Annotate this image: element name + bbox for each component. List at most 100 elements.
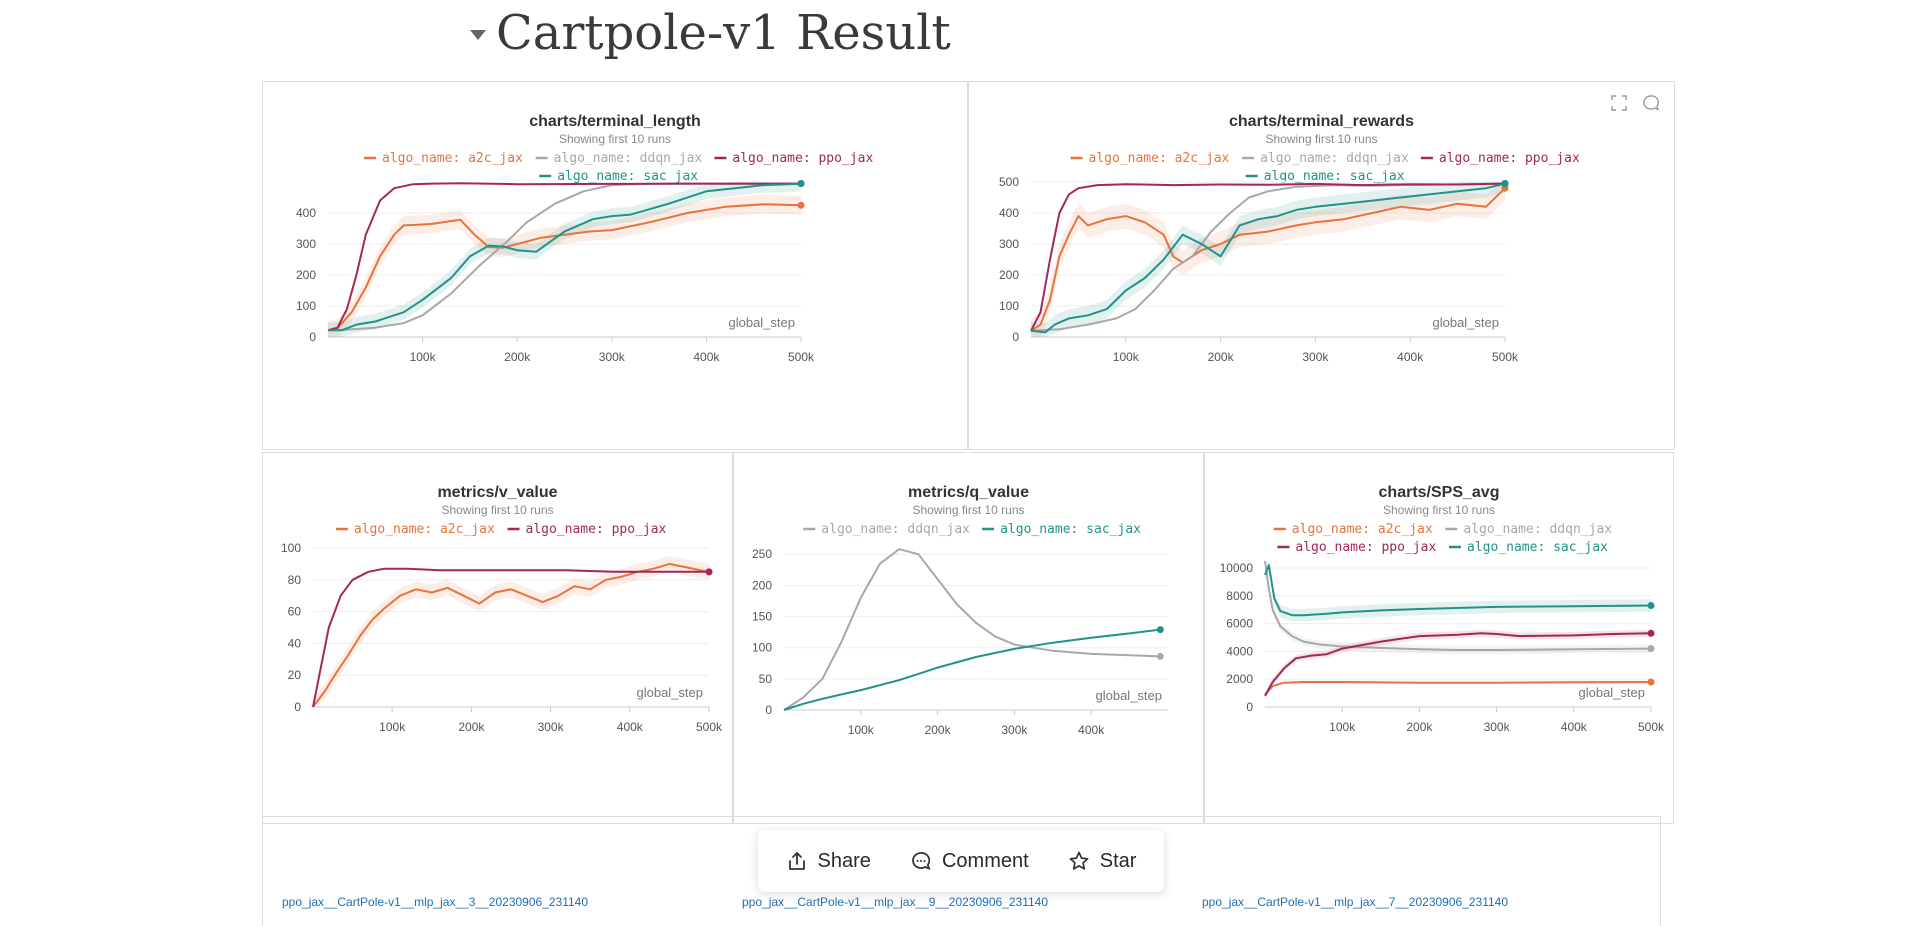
- chart-title: charts/SPS_avg: [1379, 484, 1500, 501]
- x-tick-label: 200k: [1208, 350, 1235, 364]
- y-tick-label: 100: [999, 299, 1019, 313]
- comment-icon: [912, 852, 931, 871]
- legend-entry: algo_name: ppo_jax: [732, 151, 873, 166]
- x-tick-label: 400k: [1397, 350, 1424, 364]
- chart-panel-terminal-length: charts/terminal_length Showing first 10 r…: [262, 81, 968, 450]
- chart-sps-avg: charts/SPS_avg Showing first 10 runs algo_…: [1220, 484, 1665, 734]
- legend-entry: algo_name: ddqn_jax: [554, 151, 703, 166]
- y-tick-label: 150: [752, 610, 772, 624]
- share-button[interactable]: Share: [776, 844, 881, 879]
- legend-entry: algo_name: sac_jax: [557, 169, 698, 184]
- chart-q-value: metrics/q_value Showing first 10 runs algo…: [752, 484, 1168, 737]
- chart-terminal-length: charts/terminal_length Showing first 10 r…: [296, 113, 873, 364]
- y-tick-label: 100: [281, 541, 301, 555]
- legend-entry: algo_name: a2c_jax: [382, 151, 523, 166]
- series-end-point: [1647, 629, 1655, 637]
- series-line: [1264, 560, 1652, 651]
- chart-panel-v-value: metrics/v_value Showing first 10 runs algo…: [262, 452, 733, 824]
- legend-entry: algo_name: ppo_jax: [526, 522, 667, 537]
- y-tick-label: 0: [294, 700, 301, 714]
- chart-title: metrics/v_value: [437, 484, 557, 501]
- series-end-point: [705, 568, 713, 576]
- star-icon: [1069, 851, 1089, 870]
- x-tick-label: 200k: [458, 720, 485, 734]
- x-tick-label: 400k: [693, 350, 720, 364]
- collapse-triangle-icon[interactable]: [470, 30, 486, 40]
- run-link[interactable]: ppo_jax__CartPole-v1__mlp_jax__7__202309…: [1202, 895, 1509, 909]
- y-tick-label: 250: [752, 547, 772, 561]
- series-band: [1265, 561, 1651, 622]
- section-title: Cartpole-v1 Result: [496, 5, 951, 61]
- series-line: [783, 628, 1161, 711]
- chart-panel-q-value: metrics/q_value Showing first 10 runs algo…: [733, 452, 1204, 824]
- series-band: [1031, 182, 1505, 337]
- star-label: Star: [1099, 849, 1137, 872]
- section-header: Cartpole-v1 Result: [470, 0, 951, 66]
- run-link[interactable]: ppo_jax__CartPole-v1__mlp_jax__3__202309…: [282, 895, 589, 909]
- series-line: [328, 182, 802, 332]
- y-tick-label: 20: [288, 668, 302, 682]
- chart-subtitle: Showing first 10 runs: [1265, 132, 1377, 146]
- series-line: [312, 562, 710, 708]
- series-end-point: [1156, 652, 1164, 660]
- y-tick-label: 4000: [1226, 644, 1253, 658]
- y-tick-label: 400: [296, 206, 316, 220]
- series-end-point: [1647, 601, 1655, 609]
- run-link[interactable]: ppo_jax__CartPole-v1__mlp_jax__9__202309…: [742, 895, 1049, 909]
- series-band: [328, 195, 801, 337]
- x-tick-label: 500k: [788, 350, 815, 364]
- y-tick-label: 0: [309, 330, 316, 344]
- series-line: [1264, 681, 1652, 696]
- chart-terminal-rewards: charts/terminal_rewards Showing first 10 …: [999, 113, 1580, 364]
- series-line: [1030, 182, 1506, 334]
- x-tick-label: 400k: [1561, 720, 1588, 734]
- series-line: [783, 548, 1161, 711]
- series-end-point: [1647, 678, 1655, 686]
- legend-entry: algo_name: a2c_jax: [354, 522, 495, 537]
- legend-entry: algo_name: a2c_jax: [1292, 522, 1433, 537]
- series-end-point: [1647, 645, 1655, 653]
- chart-title: metrics/q_value: [908, 484, 1029, 501]
- y-tick-label: 100: [752, 641, 772, 655]
- action-bar: Share Comment Star: [758, 830, 1164, 892]
- fullscreen-icon[interactable]: [1610, 94, 1628, 112]
- star-button[interactable]: Star: [1058, 844, 1147, 879]
- y-tick-label: 100: [296, 299, 316, 313]
- series-end-point: [797, 180, 805, 188]
- series-line: [327, 182, 801, 332]
- comment-button[interactable]: Comment: [900, 844, 1039, 879]
- x-tick-label: 300k: [1302, 350, 1329, 364]
- chart-subtitle: Showing first 10 runs: [912, 503, 1024, 517]
- x-tick-label: 300k: [1484, 720, 1511, 734]
- x-tick-label: 100k: [410, 350, 437, 364]
- comment-bubble-icon[interactable]: [1642, 94, 1660, 112]
- series-end-point: [1501, 180, 1509, 188]
- y-tick-label: 60: [288, 605, 302, 619]
- x-tick-label: 100k: [379, 720, 406, 734]
- x-axis-label: global_step: [1096, 688, 1163, 703]
- legend-entry: algo_name: ddqn_jax: [821, 522, 970, 537]
- chart-title: charts/terminal_rewards: [1229, 113, 1414, 130]
- y-tick-label: 8000: [1226, 589, 1253, 603]
- x-tick-label: 300k: [1001, 723, 1028, 737]
- chart-panel-sps-avg: charts/SPS_avg Showing first 10 runs algo_…: [1204, 452, 1674, 824]
- runs-panel: [262, 816, 1661, 926]
- x-tick-label: 500k: [696, 720, 723, 734]
- x-tick-label: 400k: [617, 720, 644, 734]
- chart-panel-terminal-rewards: charts/terminal_rewards Showing first 10 …: [968, 81, 1675, 450]
- x-tick-label: 100k: [1113, 350, 1140, 364]
- x-tick-label: 200k: [925, 723, 952, 737]
- series-line: [327, 203, 802, 332]
- legend-entry: algo_name: ppo_jax: [1295, 540, 1436, 555]
- y-tick-label: 400: [999, 206, 1019, 220]
- series-band: [1031, 182, 1505, 337]
- x-tick-label: 200k: [504, 350, 531, 364]
- chart-title: charts/terminal_length: [529, 113, 701, 130]
- x-tick-label: 200k: [1406, 720, 1433, 734]
- series-line: [312, 567, 709, 708]
- x-tick-label: 500k: [1492, 350, 1519, 364]
- x-axis-label: global_step: [637, 685, 704, 700]
- x-axis-label: global_step: [1433, 315, 1500, 330]
- legend-entry: algo_name: sac_jax: [1000, 522, 1141, 537]
- chart-subtitle: Showing first 10 runs: [441, 503, 553, 517]
